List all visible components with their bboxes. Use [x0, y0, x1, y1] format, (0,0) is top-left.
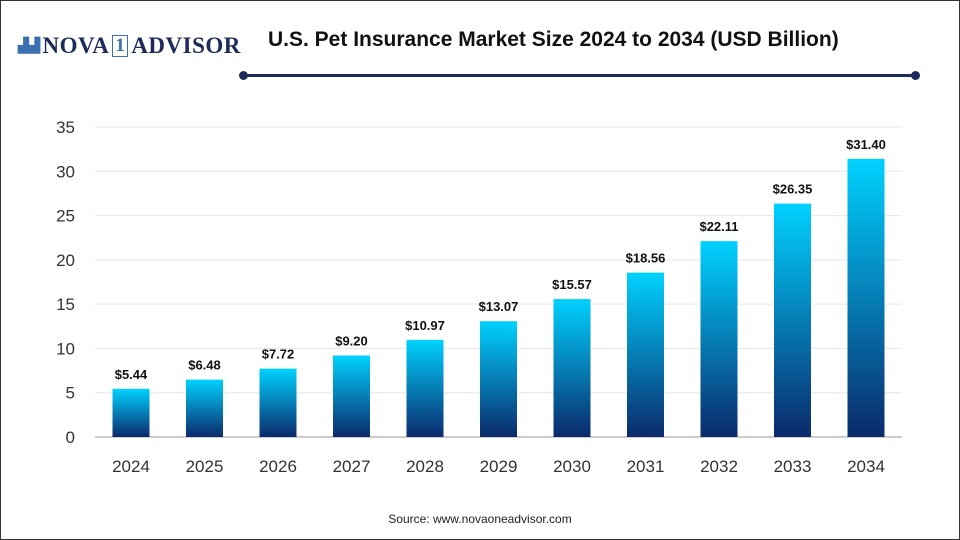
bar-2029: [480, 321, 517, 437]
chart-title: U.S. Pet Insurance Market Size 2024 to 2…: [268, 28, 839, 51]
bar-2026: [259, 368, 297, 437]
y-tick-label: 0: [66, 428, 75, 447]
y-tick-label: 25: [56, 207, 75, 226]
x-tick-label: 2025: [186, 457, 224, 476]
x-tick-label: 2028: [406, 457, 444, 476]
data-label: $7.72: [262, 347, 295, 362]
y-tick-label: 5: [66, 384, 75, 403]
data-label: $18.56: [626, 251, 666, 266]
x-tick-label: 2027: [333, 457, 371, 476]
logo-bars-icon: ▟▟: [18, 38, 41, 54]
data-label: $5.44: [115, 367, 148, 382]
bar-2027: [333, 355, 370, 437]
bar-2024: [112, 388, 150, 437]
data-label: $13.07: [479, 299, 519, 314]
brand-logo: ▟▟ NOVA 1 ADVISOR: [18, 33, 241, 58]
x-tick-label: 2031: [627, 457, 665, 476]
x-tick-label: 2024: [112, 457, 150, 476]
bar-2033: [774, 203, 811, 437]
source-note: Source: www.novaoneadvisor.com: [388, 512, 572, 526]
bar-2028: [406, 339, 444, 437]
x-tick-label: 2032: [700, 457, 738, 476]
bar-2031: [627, 272, 664, 437]
data-label: $6.48: [188, 358, 221, 373]
bar-2025: [186, 379, 223, 437]
rule-dot-right: [911, 71, 920, 80]
bar-2032: [700, 241, 738, 437]
y-tick-label: 30: [56, 162, 75, 181]
y-tick-label: 20: [56, 251, 75, 270]
x-tick-label: 2030: [553, 457, 591, 476]
y-tick-label: 10: [56, 339, 75, 358]
x-tick-label: 2026: [259, 457, 297, 476]
y-tick-label: 15: [56, 295, 75, 314]
bar-2034: [847, 158, 885, 437]
data-label: $10.97: [405, 318, 445, 333]
title-rule: [244, 74, 916, 77]
data-label: $22.11: [699, 219, 738, 234]
data-label: $26.35: [773, 182, 813, 197]
bar-2030: [553, 299, 591, 437]
x-tick-label: 2029: [480, 457, 518, 476]
x-tick-label: 2033: [774, 457, 812, 476]
data-label: $15.57: [552, 277, 592, 292]
rule-dot-left: [239, 71, 248, 80]
data-label: $31.40: [846, 137, 886, 152]
y-tick-label: 35: [56, 118, 75, 137]
data-label: $9.20: [335, 334, 368, 349]
x-tick-label: 2034: [847, 457, 885, 476]
